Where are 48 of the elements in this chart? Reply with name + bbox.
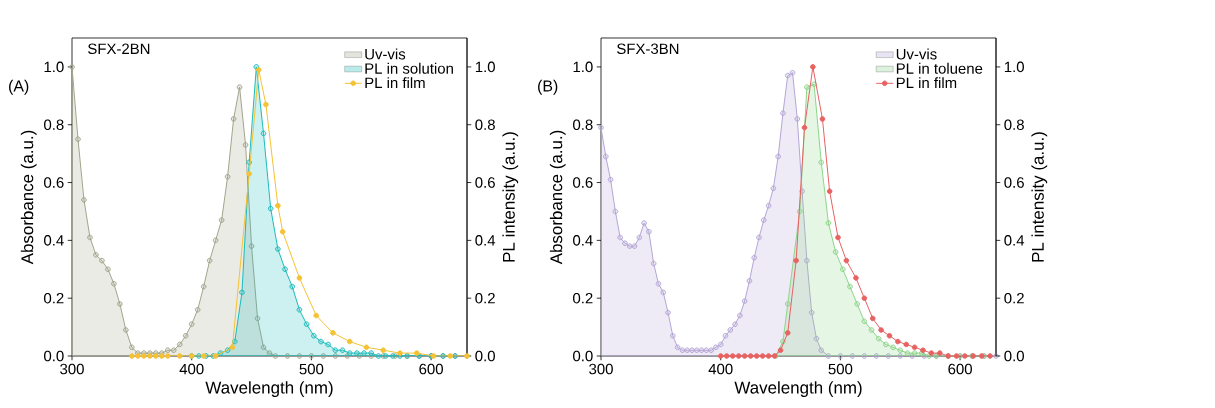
- y2-tick-label: 1.0: [475, 61, 495, 73]
- y2-axis-title: PL intensity (a.u.): [502, 132, 519, 262]
- legend-label: PL in solution: [365, 62, 453, 74]
- legend-label: PL in toluene: [896, 62, 983, 74]
- legend-label: Uv-vis: [896, 48, 937, 60]
- y-tick-label: 0.4: [44, 235, 64, 246]
- y2-tick-label: 1.0: [1004, 61, 1024, 73]
- y-axis-title: Absorbance (a.u.): [20, 130, 37, 265]
- y2-tick-label: 0.4: [1004, 235, 1025, 246]
- y-tick-label: 0.8: [44, 119, 64, 131]
- y2-tick-label: 0.6: [1004, 177, 1024, 188]
- y-tick-label: 0.4: [573, 235, 593, 246]
- y2-tick-label: 0.8: [1004, 119, 1024, 131]
- chart-title: SFX-2BN: [88, 43, 150, 55]
- x-tick-label: 400: [708, 363, 733, 375]
- y-tick-label: 0.8: [573, 119, 593, 131]
- text: (A): [9, 79, 29, 95]
- y-tick-label: 0.0: [44, 350, 64, 362]
- chart-title: SFX-3BN: [617, 43, 679, 55]
- y-tick-label: 0.2: [573, 292, 593, 304]
- y2-tick-label: 0.0: [475, 350, 495, 362]
- legend-label: PL in film: [896, 77, 957, 88]
- y2-axis-title: PL intensity (a.u.): [1031, 132, 1048, 262]
- y2-tick-label: 0.2: [1004, 292, 1024, 304]
- x-tick-label: 300: [589, 363, 613, 375]
- y2-tick-label: 0.0: [1004, 350, 1024, 362]
- x-tick-label: 300: [60, 363, 84, 375]
- x-axis-title: Wavelength (nm): [734, 381, 862, 397]
- x-axis-title: Wavelength (nm): [205, 381, 333, 397]
- legend-label: PL in film: [365, 77, 425, 88]
- y2-tick-label: 0.4: [475, 235, 496, 246]
- x-tick-label: 600: [948, 363, 972, 375]
- y2-tick-label: 0.6: [475, 177, 495, 188]
- y2-tick-label: 0.2: [475, 292, 495, 304]
- text: (B): [538, 79, 558, 95]
- y-tick-label: 0.2: [44, 292, 64, 304]
- x-tick-label: 500: [299, 363, 324, 375]
- y-tick-label: 0.6: [573, 177, 593, 188]
- x-tick-label: 600: [419, 363, 443, 375]
- x-tick-label: 400: [179, 363, 204, 375]
- y2-tick-label: 0.8: [475, 119, 495, 131]
- y-tick-label: 0.0: [573, 350, 593, 362]
- y-axis-title: Absorbance (a.u.): [549, 130, 566, 265]
- y-tick-label: 1.0: [573, 61, 593, 73]
- y-tick-label: 1.0: [44, 61, 64, 73]
- y-tick-label: 0.6: [44, 177, 64, 188]
- x-tick-label: 500: [828, 363, 853, 375]
- legend-label: Uv-vis: [365, 48, 406, 60]
